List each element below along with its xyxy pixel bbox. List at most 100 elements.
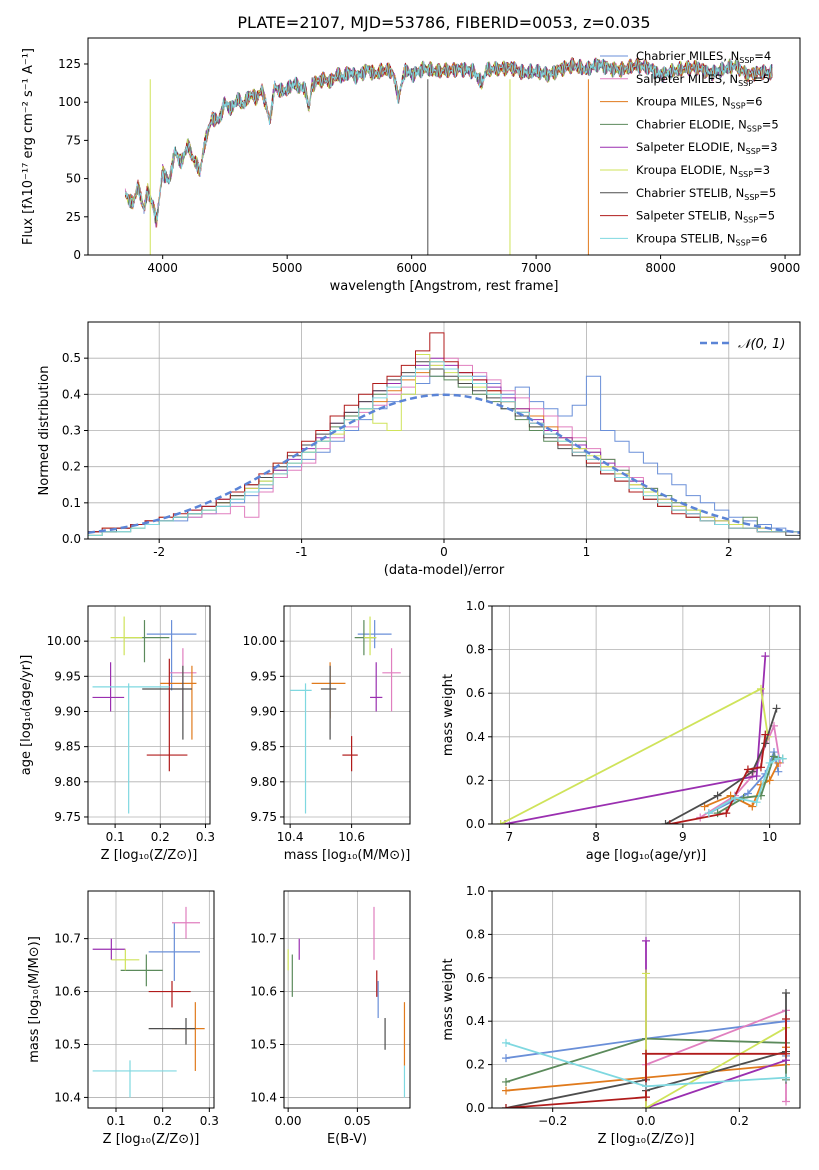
y-axis-label: mass weight (441, 674, 456, 756)
weight-marker (778, 754, 787, 763)
weight-marker (782, 1049, 790, 1058)
x-tick-label: -1 (296, 545, 308, 559)
y-tick-label: 0.4 (62, 387, 81, 401)
weight-marker (782, 1073, 790, 1082)
y-tick-label: 0.5 (62, 351, 81, 365)
y-tick-label: 9.95 (250, 669, 277, 683)
plot-area (496, 652, 787, 824)
plot-area (287, 906, 406, 1098)
weight-marker (774, 767, 783, 776)
y-tick-label: 9.80 (54, 775, 81, 789)
y-axis-label: Normed distribution (37, 366, 52, 496)
errorbar-point (320, 665, 337, 740)
spectrum-line (124, 58, 773, 221)
errorbar-point (172, 906, 200, 939)
y-tick-label: 10.5 (250, 1037, 277, 1051)
axes-frame (87, 37, 801, 256)
z-mass-panel: 0.1 0.2 0.3 10.4 10.5 10.6 10.7 Z [log₁₀(Z/Z⊙)]… (27, 890, 219, 1147)
y-tick-label: 10.00 (243, 634, 277, 648)
x-tick-label: 9000 (770, 261, 801, 275)
weight-marker (502, 1077, 510, 1086)
y-tick-label: 0.8 (466, 927, 485, 941)
x-axis-label: age [log₁₀(age/yr)] (586, 848, 707, 863)
plot-area (502, 936, 790, 1108)
x-tick-label: 0.1 (106, 1114, 125, 1128)
y-tick-label: 1.0 (466, 599, 485, 613)
legend-entry: Chabrier STELIB, NSSP=5 (636, 186, 776, 202)
weight-marker (772, 704, 781, 713)
errorbar-point (148, 922, 200, 981)
x-tick-label: 1 (583, 545, 591, 559)
errorbar-point (382, 648, 401, 712)
y-tick-label: 50 (66, 172, 81, 186)
weight-marker (761, 730, 770, 739)
weight-marker (502, 1086, 510, 1095)
y-tick-label: 10.6 (54, 985, 81, 999)
y-tick-label: 0.0 (62, 532, 81, 546)
y-tick-label: 9.90 (250, 704, 277, 718)
x-tick-label: 9 (679, 830, 687, 844)
errorbar-point (342, 736, 358, 772)
y-tick-label: 9.90 (54, 704, 81, 718)
x-tick-label: 0.1 (106, 830, 125, 844)
spectrum-panel: 4000 5000 6000 7000 8000 9000 0 25 50 75 100 125 wav… (21, 37, 801, 294)
y-tick-label: 9.80 (250, 775, 277, 789)
x-tick-label: 7000 (521, 261, 552, 275)
weight-marker (782, 1015, 790, 1024)
x-axis-label: Z [log₁₀(Z/Z⊙)] (598, 1132, 695, 1147)
errorbar-point (146, 620, 197, 691)
legend-entry: Kroupa MILES, NSSP=6 (636, 95, 762, 111)
y-tick-label: 125 (58, 57, 81, 71)
y-tick-label: 25 (66, 210, 81, 224)
weight-line (504, 656, 767, 824)
x-tick-label: 8000 (645, 261, 676, 275)
errorbar-point (142, 665, 192, 740)
weight-marker (642, 1104, 650, 1108)
y-tick-label: 9.85 (250, 740, 277, 754)
weight-marker (756, 763, 765, 772)
errorbar-point (92, 938, 126, 960)
y-tick-label: 10.7 (54, 932, 81, 946)
y-tick-label: 0.8 (466, 643, 485, 657)
y-tick-label: 75 (66, 133, 81, 147)
x-tick-label: 0.3 (196, 830, 215, 844)
histogram-step (88, 332, 800, 533)
axes-frame (87, 890, 215, 1109)
errorbar-point (160, 665, 197, 740)
errorbar-point (357, 620, 392, 649)
errorbar-point (146, 658, 188, 772)
weight-marker (642, 1049, 650, 1058)
y-tick-label: 0.6 (466, 971, 485, 985)
errorbar-point (111, 949, 140, 971)
weight-marker (642, 936, 650, 945)
x-axis-label: mass [log₁₀(M/M⊙)] (284, 848, 411, 863)
y-tick-label: 10.7 (250, 932, 277, 946)
errorbar-point (148, 1018, 196, 1045)
y-axis-label: mass [log₁₀(M/M⊙)] (27, 936, 42, 1063)
axes-frame (283, 605, 411, 825)
errorbar-point (370, 662, 383, 712)
y-tick-label: 10.4 (54, 1090, 81, 1104)
weight-marker (502, 1038, 510, 1047)
z-weight-panel: −0.2 0.0 0.2 0.0 0.2 0.4 0.6 0.8 1.0 Z [log₁₀(Z/Z… (441, 884, 801, 1147)
y-axis-label: mass weight (441, 958, 456, 1040)
legend-entry: Kroupa ELODIE, NSSP=3 (636, 163, 770, 179)
ebv-mass-panel: 0.00 0.05 10.4 10.5 10.6 10.7 E(B-V) (250, 890, 411, 1147)
weight-marker (769, 752, 778, 761)
weight-marker (700, 802, 709, 811)
y-tick-label: 9.75 (250, 810, 277, 824)
legend-entry: Salpeter ELODIE, NSSP=3 (636, 140, 778, 156)
x-axis-label: (data-model)/error (384, 563, 505, 578)
weight-marker (782, 1097, 790, 1106)
plot-area (290, 616, 401, 814)
x-axis-label: Z [log₁₀(Z/Z⊙)] (101, 848, 198, 863)
legend-entry: 𝒩(0, 1) (738, 337, 785, 352)
legend-entry: Kroupa STELIB, NSSP=6 (636, 231, 767, 247)
weight-marker (752, 798, 761, 807)
y-tick-label: 0.2 (62, 460, 81, 474)
plot-area (124, 57, 773, 255)
normal-curve (88, 393, 800, 534)
errorbar-point (148, 980, 191, 1008)
axes-frame (283, 890, 411, 1109)
errorbar-point (363, 616, 377, 656)
